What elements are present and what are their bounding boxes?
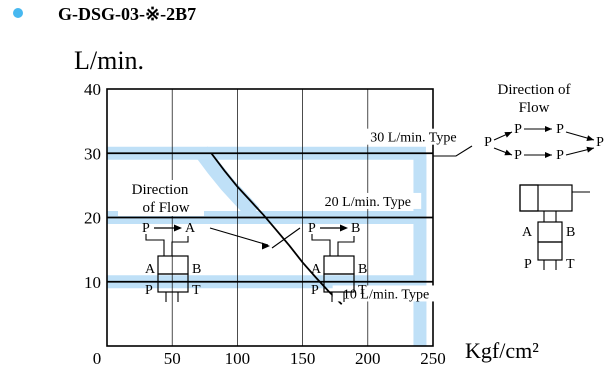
x-axis-label: Kgf/cm² bbox=[465, 338, 539, 363]
legend-valve-top bbox=[519, 184, 573, 212]
leader-legend bbox=[433, 145, 473, 157]
right-flow-arrow-5 bbox=[586, 146, 594, 153]
left-symbol-port-t: T bbox=[192, 283, 201, 298]
series-lines bbox=[107, 152, 433, 283]
right-flow-port-p-5: P bbox=[596, 135, 604, 150]
right-flow-port-p-1: P bbox=[514, 122, 522, 137]
y-axis-label: L/min. bbox=[74, 46, 145, 75]
leader-lines bbox=[209, 145, 473, 250]
right-flow-arrow-0 bbox=[504, 132, 512, 138]
right-flow-port-p-4: P bbox=[556, 148, 564, 163]
right-flow-arrow-3 bbox=[504, 149, 512, 156]
bullet-icon bbox=[13, 8, 23, 18]
right-symbol-port-b: B bbox=[358, 262, 367, 277]
right-symbol-bracket-b bbox=[337, 236, 355, 256]
legend-port-p: P bbox=[524, 257, 532, 272]
band-curve bbox=[194, 146, 260, 219]
y-tick-label-30: 30 bbox=[84, 144, 101, 163]
series-label-20: 20 L/min. Type bbox=[325, 195, 411, 210]
series-label-bg-30 bbox=[360, 128, 467, 145]
legend-valve-top-left bbox=[519, 184, 539, 212]
left-symbol-bracket-b bbox=[171, 236, 189, 256]
series-label-30: 30 L/min. Type bbox=[370, 131, 456, 146]
right-flow-title-2: Flow bbox=[519, 100, 550, 116]
x-tick-label-50: 50 bbox=[164, 349, 181, 368]
model-number: G-DSG-03-※-2B7 bbox=[58, 4, 197, 24]
legend-port-t: T bbox=[566, 257, 575, 272]
left-symbol-bracket-a bbox=[145, 234, 165, 256]
y-tick-label-10: 10 bbox=[84, 273, 101, 292]
left-symbol-box-bottom bbox=[157, 273, 189, 293]
right-flow-port-p-3: P bbox=[514, 148, 522, 163]
left-flow-title-1: Direction bbox=[132, 182, 189, 198]
legend-valve-mid bbox=[537, 221, 563, 243]
left-flow-title-2: of Flow bbox=[142, 200, 189, 216]
x-tick-label-100: 100 bbox=[225, 349, 251, 368]
right-symbol-port-p: P bbox=[311, 283, 319, 298]
right-flow-arrow-1 bbox=[545, 126, 552, 132]
left-symbol-box-top bbox=[157, 255, 189, 275]
legend-port-a: A bbox=[522, 225, 533, 240]
limit-curve bbox=[210, 152, 343, 305]
right-flow-port-p-2: P bbox=[556, 122, 564, 137]
left-symbol-title-port-a: A bbox=[185, 221, 196, 236]
right-flow-arrow-4 bbox=[545, 152, 552, 158]
series-labels: 30 L/min. Type 20 L/min. Type 10 L/min. Ty… bbox=[314, 128, 467, 302]
x-tick-label-200: 200 bbox=[355, 349, 381, 368]
y-tick-label-40: 40 bbox=[84, 80, 101, 99]
left-symbol-port-a: A bbox=[145, 262, 156, 277]
x-tick-label-0: 0 bbox=[93, 349, 102, 368]
right-symbol-title-port-a: B bbox=[351, 221, 360, 236]
right-flow-port-p-0: P bbox=[484, 135, 492, 150]
right-symbol-title-port-p: P bbox=[308, 221, 316, 236]
right-flow-title-1: Direction of bbox=[498, 82, 571, 98]
leader-left bbox=[209, 227, 269, 246]
left-flow-title-bg bbox=[118, 180, 204, 216]
right-symbol-box-bottom bbox=[323, 273, 355, 293]
limit-curve-group bbox=[210, 152, 343, 305]
y-tick-label-20: 20 bbox=[84, 209, 101, 228]
right-symbol-bracket-a bbox=[311, 234, 331, 256]
left-symbol-flow-arrow bbox=[174, 224, 182, 232]
legend-valve-low bbox=[537, 241, 563, 261]
left-symbol-port-b: B bbox=[192, 262, 201, 277]
tick-labels: 10 20 30 40 0 50 100 150 200 250 bbox=[84, 80, 446, 368]
left-symbol-port-p: P bbox=[145, 283, 153, 298]
series-label-10: 10 L/min. Type bbox=[343, 287, 429, 302]
left-symbol-title-port-p: P bbox=[142, 221, 150, 236]
right-symbol-port-a: A bbox=[311, 262, 322, 277]
right-symbol-port-t: T bbox=[358, 283, 367, 298]
series-label-bg-10 bbox=[332, 285, 440, 302]
leader-left-arrow bbox=[262, 242, 270, 250]
legend-port-b: B bbox=[566, 225, 575, 240]
right-symbol-flow-arrow bbox=[340, 224, 348, 232]
x-tick-label-150: 150 bbox=[290, 349, 316, 368]
right-flow-arrow-2 bbox=[586, 135, 594, 141]
leader-right bbox=[271, 227, 301, 249]
right-symbol-box-top bbox=[323, 255, 355, 275]
series-label-bg-20 bbox=[314, 192, 422, 209]
x-tick-label-250: 250 bbox=[420, 349, 446, 368]
